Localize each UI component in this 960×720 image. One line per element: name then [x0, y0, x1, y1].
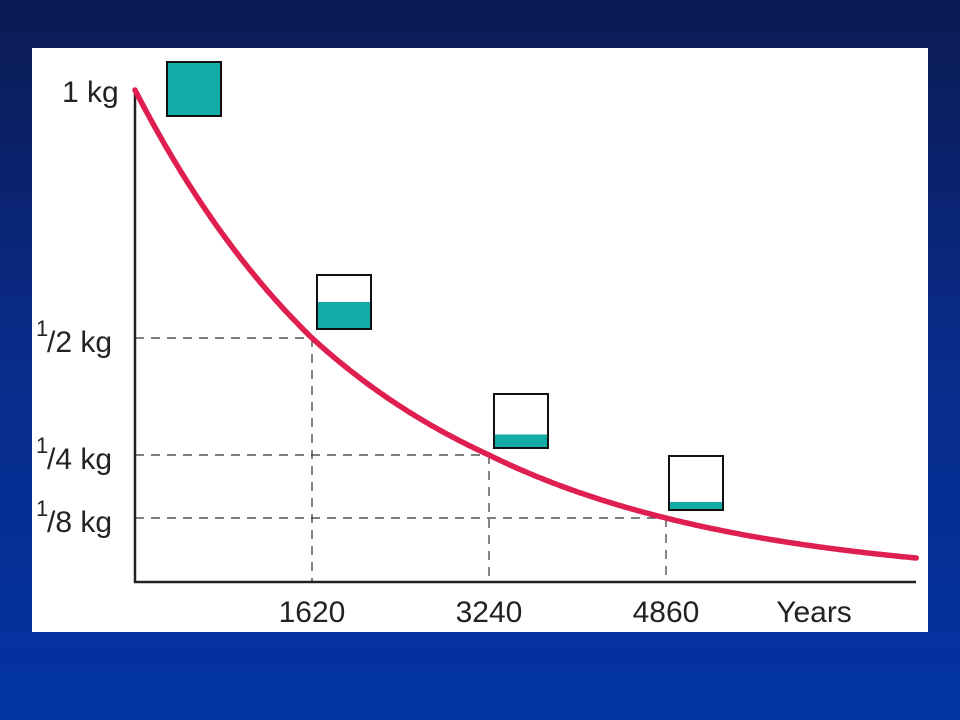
sample-box-1 — [166, 61, 222, 117]
sample-boxes — [166, 61, 724, 511]
sample-box-fill — [317, 302, 371, 329]
y-tick-text: 1 kg — [62, 76, 119, 109]
sample-box-fill — [494, 434, 548, 448]
sample-box-outline — [493, 393, 549, 449]
x-tick-label-1620: 1620 — [279, 596, 346, 629]
y-tick-numerator: 1 — [36, 496, 48, 521]
chart-panel: 1 kg 1/2 kg 1/4 kg 1/8 kg 1620 3240 4860 Years — [32, 48, 928, 632]
x-tick-label-3240: 3240 — [456, 596, 523, 629]
y-tick-text: /2 kg — [47, 326, 112, 359]
sample-box-fill — [167, 62, 221, 116]
y-tick-label-3: 1/4 kg — [36, 433, 112, 476]
y-tick-text: /8 kg — [47, 506, 112, 539]
y-tick-label-4: 1/8 kg — [36, 496, 112, 539]
x-tick-labels: 1620 3240 4860 Years — [279, 596, 852, 629]
reference-guides — [135, 337, 667, 582]
sample-box-3 — [493, 393, 549, 449]
sample-box-outline — [668, 455, 724, 511]
decay-chart: 1 kg1/2 kg1/4 kg1/8 kg 1620 3240 4860 Years — [36, 61, 919, 629]
y-tick-label-2: 1/2 kg — [36, 316, 112, 359]
decay-curve — [132, 87, 919, 561]
sample-box-4 — [668, 455, 724, 511]
sample-box-2 — [316, 274, 372, 330]
sample-box-fill — [669, 502, 723, 510]
x-axis-label: Years — [776, 596, 852, 629]
axes — [133, 90, 916, 584]
y-tick-labels: 1 kg1/2 kg1/4 kg1/8 kg — [36, 76, 119, 539]
decay-curve-layer — [132, 87, 919, 561]
sample-box-outline — [316, 274, 372, 330]
x-tick-label-4860: 4860 — [633, 596, 700, 629]
sample-box-outline — [166, 61, 222, 117]
y-tick-numerator: 1 — [36, 433, 48, 458]
y-tick-numerator: 1 — [36, 316, 48, 341]
y-tick-text: /4 kg — [47, 443, 112, 476]
y-tick-label-1: 1 kg — [62, 76, 119, 109]
